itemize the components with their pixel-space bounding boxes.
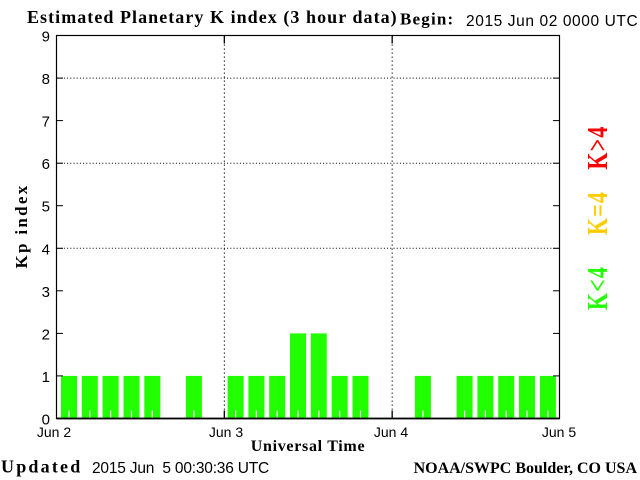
svg-text:Universal Time: Universal Time: [251, 438, 366, 455]
svg-text:2015 Jun 5 00:30:36 UTC: 2015 Jun 5 00:30:36 UTC: [92, 460, 269, 477]
svg-text:Begin:: Begin:: [400, 10, 454, 29]
svg-text:4: 4: [42, 241, 50, 258]
svg-text:2015 Jun 02 0000 UTC: 2015 Jun 02 0000 UTC: [466, 13, 638, 30]
svg-text:Kp index: Kp index: [12, 183, 31, 268]
svg-text:NOAA/SWPC Boulder, CO USA: NOAA/SWPC Boulder, CO USA: [414, 460, 638, 477]
svg-text:Jun 4: Jun 4: [374, 424, 408, 440]
svg-text:0: 0: [42, 412, 50, 429]
svg-text:K>4: K>4: [581, 125, 614, 169]
svg-text:Jun 3: Jun 3: [209, 424, 243, 440]
svg-text:Estimated Planetary K index (3: Estimated Planetary K index (3 hour data…: [27, 7, 398, 28]
svg-text:7: 7: [42, 114, 50, 131]
svg-text:Updated: Updated: [1, 457, 82, 477]
svg-text:3: 3: [42, 284, 50, 301]
svg-text:2: 2: [42, 326, 50, 343]
svg-text:8: 8: [42, 71, 50, 88]
svg-text:K=4: K=4: [581, 191, 614, 235]
svg-text:Jun 2: Jun 2: [37, 424, 71, 440]
svg-text:6: 6: [42, 156, 50, 173]
svg-text:5: 5: [42, 199, 50, 216]
svg-text:9: 9: [42, 29, 50, 46]
svg-text:Jun 5: Jun 5: [542, 424, 576, 440]
svg-text:1: 1: [42, 369, 50, 386]
svg-text:K<4: K<4: [581, 266, 614, 310]
